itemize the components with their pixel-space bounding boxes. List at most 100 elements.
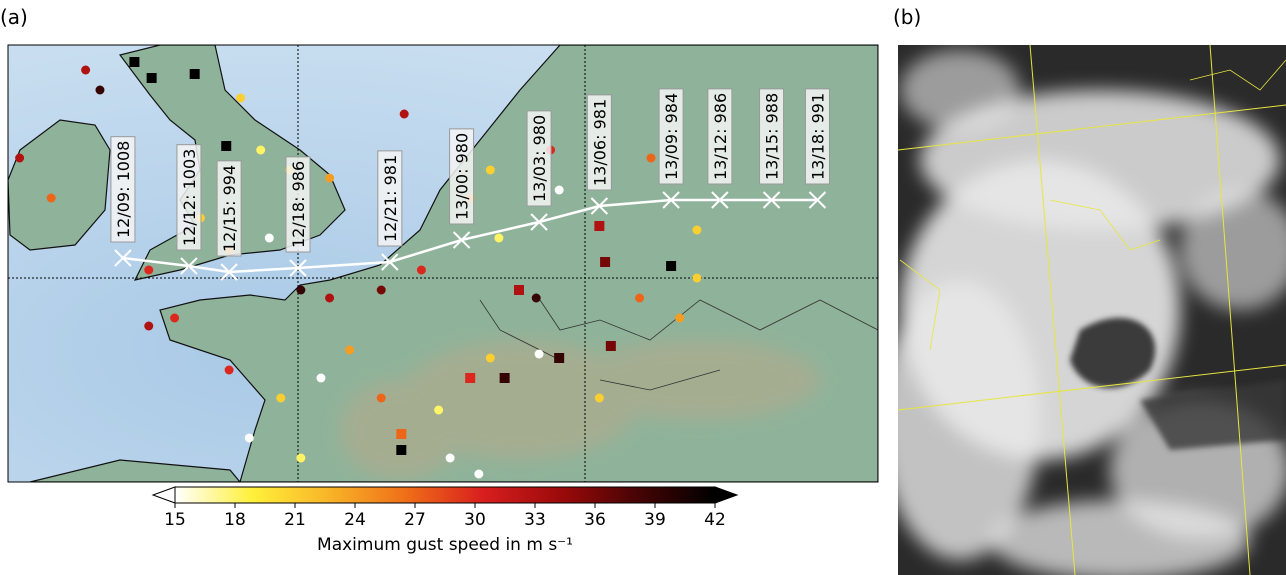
station-square bbox=[189, 69, 200, 79]
station-square bbox=[554, 353, 565, 363]
station-square bbox=[666, 261, 677, 271]
station-square bbox=[221, 141, 232, 151]
map-frame bbox=[7, 44, 879, 483]
track-cross bbox=[180, 257, 198, 275]
track-cross bbox=[808, 191, 827, 209]
track-label: 12/15: 994 bbox=[216, 160, 242, 257]
station-dot bbox=[554, 185, 564, 195]
colorbar-tick-label: 42 bbox=[704, 510, 726, 530]
station-dot bbox=[296, 285, 306, 295]
station-dot bbox=[416, 265, 426, 275]
label-box bbox=[377, 150, 403, 247]
station-dot bbox=[485, 165, 495, 175]
track-label: 13/09: 984 bbox=[658, 88, 684, 185]
station-dot bbox=[534, 349, 544, 359]
colorbar-extend bbox=[151, 486, 176, 504]
track-label: 12/18: 986 bbox=[285, 156, 311, 253]
label-box bbox=[759, 88, 785, 185]
station-square bbox=[499, 373, 510, 383]
track-label-text: 13/06: 981 bbox=[590, 99, 609, 186]
station-dot bbox=[81, 65, 91, 75]
track-label-text: 12/21: 981 bbox=[381, 155, 400, 242]
station-square bbox=[396, 445, 407, 455]
label-box bbox=[707, 88, 733, 185]
station-square bbox=[465, 373, 476, 383]
colorbar-label: Maximum gust speed in m s⁻¹ bbox=[317, 535, 573, 555]
colorbar-bar bbox=[174, 486, 716, 504]
station-square bbox=[146, 73, 157, 83]
station-square bbox=[129, 57, 140, 67]
track-cross bbox=[381, 253, 399, 271]
track-label-text: 13/15: 988 bbox=[763, 93, 782, 180]
map: 12/09: 1008 12/12: 1003 12/15: 994 12/18: 9… bbox=[8, 45, 878, 482]
track-label-text: 13/09: 984 bbox=[662, 93, 681, 180]
track-label: 13/18: 991 bbox=[804, 88, 830, 185]
station-dot bbox=[485, 353, 495, 363]
label-box bbox=[216, 160, 242, 257]
track-label: 13/12: 986 bbox=[707, 88, 733, 185]
colorbar-tick-label: 18 bbox=[224, 510, 246, 530]
colorbar-tick-label: 33 bbox=[524, 510, 546, 530]
station-dot bbox=[376, 393, 386, 403]
panel-label: (a) bbox=[0, 5, 28, 29]
station-dot bbox=[434, 405, 444, 415]
colorbar-extend bbox=[714, 486, 739, 504]
station-dot bbox=[692, 225, 702, 235]
relief bbox=[340, 340, 820, 480]
colorbar-tick-label: 30 bbox=[464, 510, 486, 530]
colorbar-tick-label: 24 bbox=[344, 510, 366, 530]
panel-label: (b) bbox=[893, 5, 921, 29]
station-dot bbox=[46, 193, 56, 203]
station-dot bbox=[594, 393, 604, 403]
station-dot bbox=[325, 173, 335, 183]
track-cross bbox=[662, 191, 680, 209]
colorbar-tick-label: 27 bbox=[404, 510, 426, 530]
track-label-text: 12/18: 986 bbox=[289, 161, 308, 248]
station-dot bbox=[236, 93, 246, 103]
track-label: 12/21: 981 bbox=[377, 150, 403, 247]
station-square bbox=[594, 221, 605, 231]
storm-track: 12/09: 1008 12/12: 1003 12/15: 994 12/18: 9… bbox=[110, 88, 830, 281]
track-label-text: 12/09: 1008 bbox=[114, 141, 133, 238]
station-dot bbox=[675, 313, 685, 323]
station-dot bbox=[144, 265, 154, 275]
track-label-text: 13/00: 980 bbox=[453, 133, 472, 220]
station-dot bbox=[399, 109, 409, 119]
label-box bbox=[449, 128, 475, 225]
station-square bbox=[396, 429, 407, 439]
track-label-text: 13/18: 991 bbox=[808, 93, 827, 180]
colorbar: 15 18 21 24 27 30 33 36 39 42 Maximum gust speed i… bbox=[151, 486, 739, 555]
station-dot bbox=[170, 313, 180, 323]
station-dot bbox=[531, 293, 541, 303]
label-box bbox=[658, 88, 684, 185]
graticule bbox=[8, 45, 878, 482]
station-square bbox=[605, 341, 616, 351]
station-dot bbox=[345, 345, 355, 355]
track-label: 12/12: 1003 bbox=[176, 144, 202, 251]
track-cross bbox=[711, 191, 729, 209]
station-dot bbox=[95, 85, 105, 95]
track-cross bbox=[590, 197, 609, 215]
track-cross bbox=[114, 249, 132, 267]
track-label: 13/06: 981 bbox=[586, 94, 612, 191]
track-cross bbox=[220, 263, 238, 281]
station-dot bbox=[494, 233, 504, 243]
track-label: 12/09: 1008 bbox=[110, 136, 136, 243]
station-dot bbox=[376, 285, 386, 295]
track-label-text: 13/03: 980 bbox=[530, 115, 549, 202]
station-dot bbox=[144, 321, 154, 331]
station-dot bbox=[264, 233, 274, 243]
label-box bbox=[526, 110, 552, 207]
label-box bbox=[586, 94, 612, 191]
station-dot bbox=[276, 393, 286, 403]
track-cross bbox=[452, 231, 471, 249]
track-cross bbox=[289, 259, 307, 277]
label-box bbox=[110, 136, 136, 243]
track-label-text: 13/12: 986 bbox=[711, 93, 730, 180]
station-dot bbox=[316, 373, 326, 383]
label-box bbox=[804, 88, 830, 185]
station-dot bbox=[325, 293, 335, 303]
track-label: 13/03: 980 bbox=[526, 110, 552, 207]
